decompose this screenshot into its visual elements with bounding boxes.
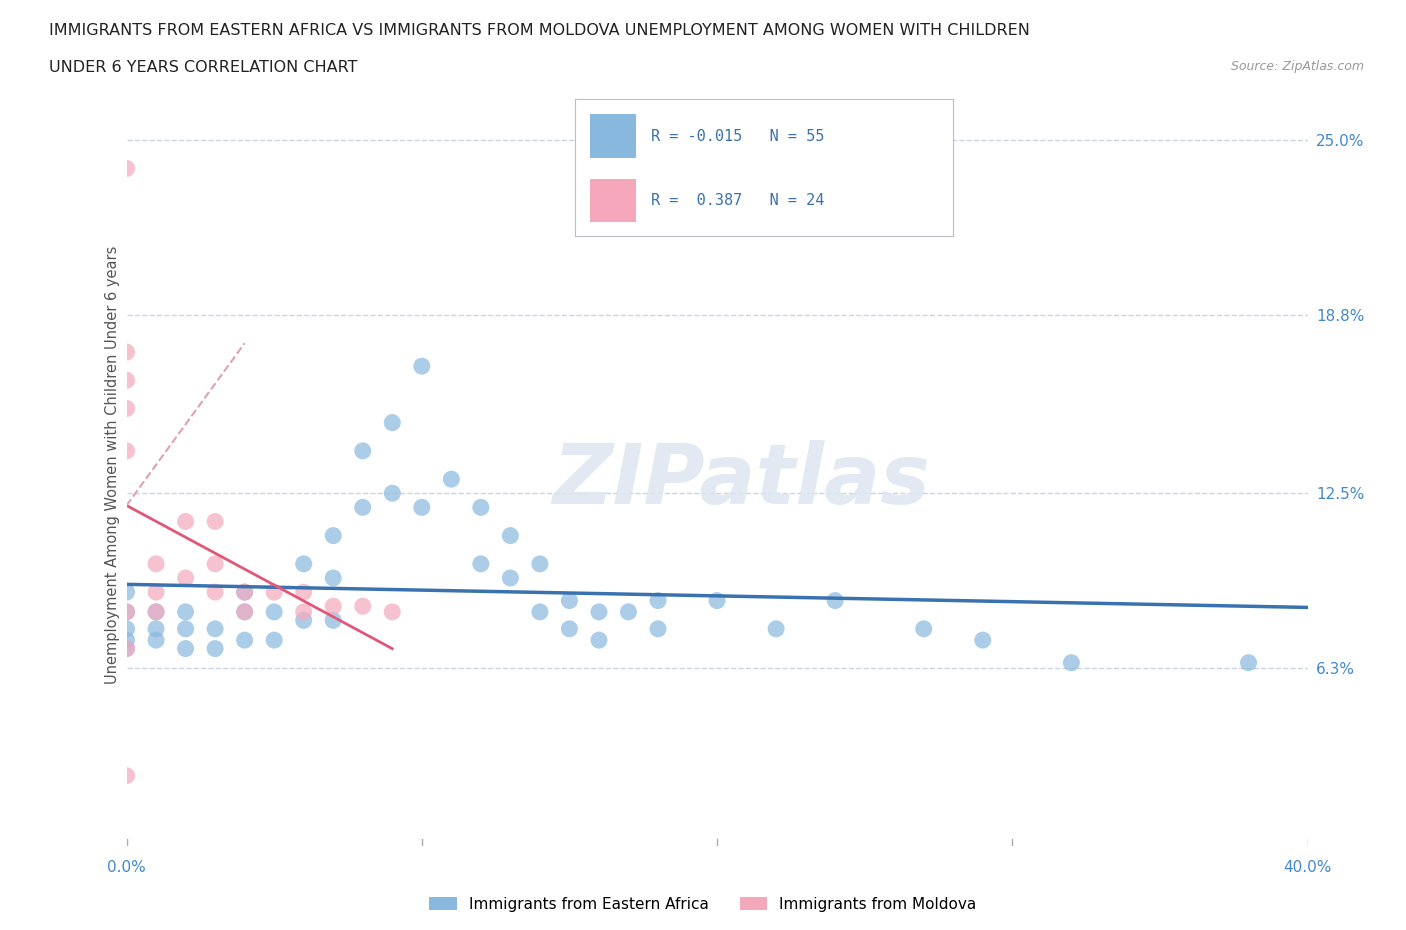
Point: [204, 641, 226, 656]
Point: [647, 621, 669, 636]
Point: [411, 500, 433, 515]
Point: [145, 621, 167, 636]
Point: [292, 585, 315, 600]
Point: [115, 768, 138, 783]
Point: [145, 632, 167, 647]
Point: [174, 641, 197, 656]
Point: [912, 621, 935, 636]
Point: [204, 585, 226, 600]
Text: IMMIGRANTS FROM EASTERN AFRICA VS IMMIGRANTS FROM MOLDOVA UNEMPLOYMENT AMONG WOM: IMMIGRANTS FROM EASTERN AFRICA VS IMMIGR…: [49, 23, 1031, 38]
Point: [352, 444, 374, 458]
Point: [115, 641, 138, 656]
Text: 0.0%: 0.0%: [107, 860, 146, 875]
Point: [263, 632, 285, 647]
Y-axis label: Unemployment Among Women with Children Under 6 years: Unemployment Among Women with Children U…: [105, 246, 120, 684]
Point: [233, 604, 256, 619]
Point: [352, 500, 374, 515]
Point: [204, 556, 226, 571]
Point: [204, 621, 226, 636]
Point: [322, 570, 344, 585]
Point: [115, 345, 138, 360]
Point: [411, 359, 433, 374]
Point: [322, 613, 344, 628]
Point: [381, 415, 404, 430]
Point: [617, 604, 640, 619]
Text: UNDER 6 YEARS CORRELATION CHART: UNDER 6 YEARS CORRELATION CHART: [49, 60, 357, 75]
Point: [115, 373, 138, 388]
Point: [647, 593, 669, 608]
Point: [263, 585, 285, 600]
Point: [145, 556, 167, 571]
Point: [706, 593, 728, 608]
Point: [765, 621, 787, 636]
Point: [588, 604, 610, 619]
Point: [529, 556, 551, 571]
Text: Source: ZipAtlas.com: Source: ZipAtlas.com: [1230, 60, 1364, 73]
Point: [292, 604, 315, 619]
Point: [115, 161, 138, 176]
Point: [322, 528, 344, 543]
Point: [440, 472, 463, 486]
Point: [499, 528, 522, 543]
Point: [174, 604, 197, 619]
Point: [470, 500, 492, 515]
Point: [292, 556, 315, 571]
Point: [233, 604, 256, 619]
Point: [558, 593, 581, 608]
Point: [381, 485, 404, 500]
Point: [145, 604, 167, 619]
Point: [972, 632, 994, 647]
Text: ZIPatlas: ZIPatlas: [551, 440, 929, 521]
Point: [352, 599, 374, 614]
Point: [470, 556, 492, 571]
Point: [115, 585, 138, 600]
Point: [115, 604, 138, 619]
Text: 40.0%: 40.0%: [1284, 860, 1331, 875]
Point: [558, 621, 581, 636]
Point: [145, 585, 167, 600]
Point: [824, 593, 846, 608]
Point: [174, 570, 197, 585]
Point: [1237, 656, 1260, 671]
Point: [381, 604, 404, 619]
Point: [233, 585, 256, 600]
Point: [115, 444, 138, 458]
Point: [499, 570, 522, 585]
Point: [145, 604, 167, 619]
Point: [204, 514, 226, 529]
Point: [292, 613, 315, 628]
Point: [263, 604, 285, 619]
Point: [115, 641, 138, 656]
Point: [115, 604, 138, 619]
Point: [233, 585, 256, 600]
Point: [174, 514, 197, 529]
Point: [115, 621, 138, 636]
Point: [233, 632, 256, 647]
Point: [174, 621, 197, 636]
Point: [115, 632, 138, 647]
Point: [322, 599, 344, 614]
Point: [529, 604, 551, 619]
Legend: Immigrants from Eastern Africa, Immigrants from Moldova: Immigrants from Eastern Africa, Immigran…: [423, 890, 983, 918]
Point: [115, 401, 138, 416]
Point: [588, 632, 610, 647]
Point: [1060, 656, 1083, 671]
